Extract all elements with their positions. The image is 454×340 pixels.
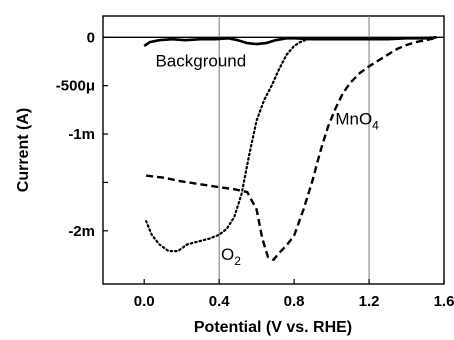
series-line-o2 [145, 36, 438, 253]
mno4-annotation: MnO4 [335, 109, 379, 132]
x-tick-label: 1.2 [359, 293, 380, 310]
x-axis-title: Potential (V vs. RHE) [194, 319, 352, 336]
y-tick-label: -2m [68, 223, 95, 240]
plot-frame [102, 15, 445, 285]
y-tick-label: -500μ [56, 78, 95, 95]
x-tick-label: 1.6 [434, 293, 454, 310]
background-annotation: Background [155, 51, 246, 70]
y-tick-label: 0 [87, 29, 95, 46]
y-tick-label: -1m [68, 126, 95, 143]
y-axis-title: Current (A) [15, 108, 32, 192]
x-tick-label: 0.4 [209, 293, 231, 310]
x-tick-label: 0.8 [284, 293, 305, 310]
series-line-mno4 [145, 37, 435, 261]
o2-annotation: O2 [221, 245, 241, 268]
x-tick-label: 0.0 [134, 293, 155, 310]
